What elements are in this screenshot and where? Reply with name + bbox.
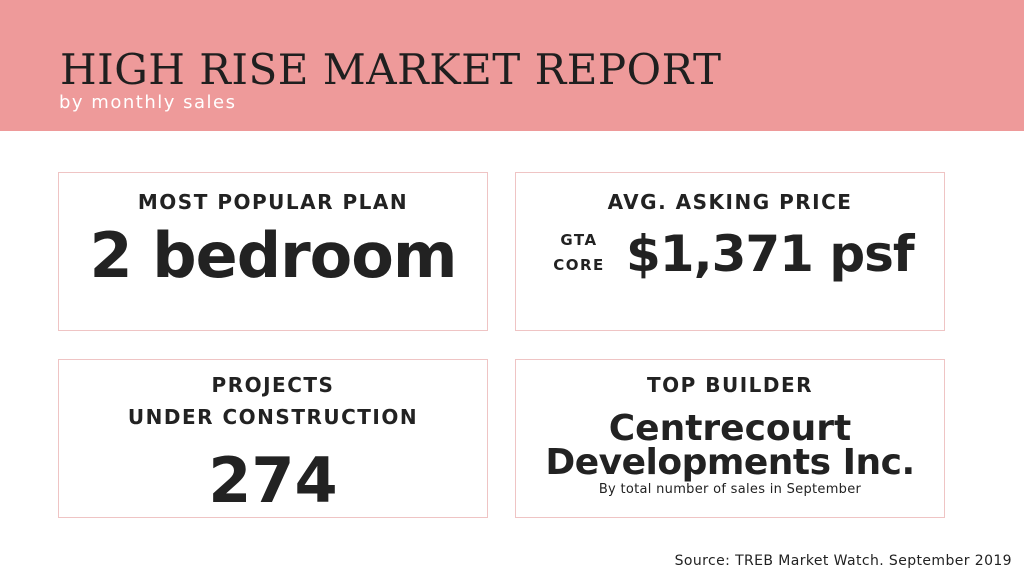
projects-label-line-1: PROJECTS bbox=[211, 373, 335, 397]
average-asking-price-value: $1,371 psf bbox=[626, 225, 915, 283]
top-builder-name-line-1: Centrecourt bbox=[608, 408, 852, 449]
top-builder-card: TOP BUILDER Centrecourt Developments Inc… bbox=[515, 359, 945, 518]
projects-under-construction-card: PROJECTS UNDER CONSTRUCTION 274 bbox=[58, 359, 488, 518]
header-banner: HIGH RISE MARKET REPORT by monthly sales bbox=[0, 0, 1024, 131]
report-subtitle: by monthly sales bbox=[59, 92, 237, 113]
average-asking-price-card: AVG. ASKING PRICE GTA CORE $1,371 psf bbox=[515, 172, 945, 331]
average-asking-price-label: AVG. ASKING PRICE bbox=[607, 190, 853, 214]
most-popular-plan-value: 2 bedroom bbox=[89, 219, 458, 292]
projects-under-construction-value: 274 bbox=[208, 444, 338, 517]
projects-label-line-2: UNDER CONSTRUCTION bbox=[127, 405, 419, 429]
most-popular-plan-label: MOST POPULAR PLAN bbox=[137, 190, 409, 214]
top-builder-note: By total number of sales in September bbox=[598, 482, 862, 497]
most-popular-plan-card: MOST POPULAR PLAN 2 bedroom bbox=[58, 172, 488, 331]
source-citation: Source: TREB Market Watch. September 201… bbox=[674, 553, 1012, 569]
report-title: HIGH RISE MARKET REPORT bbox=[60, 45, 722, 94]
region-label-line-2: CORE bbox=[553, 256, 605, 274]
top-builder-label: TOP BUILDER bbox=[646, 373, 814, 397]
top-builder-name-line-2: Developments Inc. bbox=[545, 442, 915, 483]
region-label-line-1: GTA bbox=[560, 231, 598, 249]
